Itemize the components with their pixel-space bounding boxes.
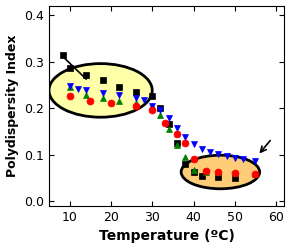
Line: 16 wt%: 16 wt% (66, 93, 259, 178)
Line: 50 wt%: 50 wt% (66, 82, 259, 165)
24 wt% (254, 173, 257, 176)
50 wt% (68, 84, 71, 87)
6 wt% (62, 53, 65, 56)
24 wt% (134, 101, 137, 104)
6 wt% (134, 90, 137, 93)
16 wt% (184, 142, 187, 145)
50 wt% (192, 143, 195, 146)
6 wt% (175, 142, 179, 145)
16 wt% (233, 172, 237, 175)
16 wt% (204, 170, 208, 173)
50 wt% (241, 158, 245, 161)
50 wt% (254, 160, 257, 163)
50 wt% (101, 92, 104, 95)
6 wt% (200, 174, 204, 177)
24 wt% (233, 172, 237, 175)
24 wt% (68, 86, 71, 89)
16 wt% (192, 158, 195, 161)
50 wt% (217, 152, 220, 155)
50 wt% (151, 104, 154, 107)
50 wt% (208, 151, 212, 154)
24 wt% (101, 96, 104, 99)
16 wt% (217, 171, 220, 174)
X-axis label: Temperature (ºC): Temperature (ºC) (99, 229, 235, 244)
6 wt% (101, 79, 104, 82)
6 wt% (84, 74, 88, 77)
16 wt% (254, 173, 257, 176)
6 wt% (217, 176, 220, 179)
Line: 24 wt%: 24 wt% (66, 84, 259, 178)
50 wt% (225, 154, 228, 157)
16 wt% (88, 100, 92, 103)
16 wt% (109, 102, 113, 105)
16 wt% (151, 109, 154, 112)
50 wt% (167, 117, 171, 120)
50 wt% (142, 98, 146, 101)
6 wt% (233, 177, 237, 180)
24 wt% (184, 156, 187, 159)
50 wt% (184, 135, 187, 138)
6 wt% (68, 67, 71, 70)
Ellipse shape (49, 63, 152, 117)
50 wt% (84, 89, 88, 92)
16 wt% (134, 104, 137, 107)
Line: 6 wt%: 6 wt% (60, 51, 238, 182)
50 wt% (200, 148, 204, 151)
6 wt% (117, 86, 121, 89)
6 wt% (151, 95, 154, 98)
16 wt% (163, 122, 166, 124)
16 wt% (68, 95, 71, 98)
24 wt% (192, 168, 195, 171)
50 wt% (117, 94, 121, 97)
24 wt% (204, 171, 208, 174)
24 wt% (84, 94, 88, 97)
Ellipse shape (181, 155, 260, 189)
24 wt% (117, 100, 121, 103)
50 wt% (134, 96, 137, 99)
6 wt% (159, 107, 162, 110)
24 wt% (175, 144, 179, 147)
50 wt% (159, 109, 162, 112)
24 wt% (159, 114, 162, 117)
Y-axis label: Polydispersity Index: Polydispersity Index (6, 35, 19, 177)
6 wt% (192, 171, 195, 174)
24 wt% (151, 104, 154, 107)
16 wt% (175, 132, 179, 135)
6 wt% (184, 163, 187, 166)
50 wt% (233, 157, 237, 160)
50 wt% (76, 87, 80, 90)
24 wt% (167, 127, 171, 130)
6 wt% (167, 123, 171, 126)
50 wt% (175, 126, 179, 129)
24 wt% (217, 171, 220, 174)
